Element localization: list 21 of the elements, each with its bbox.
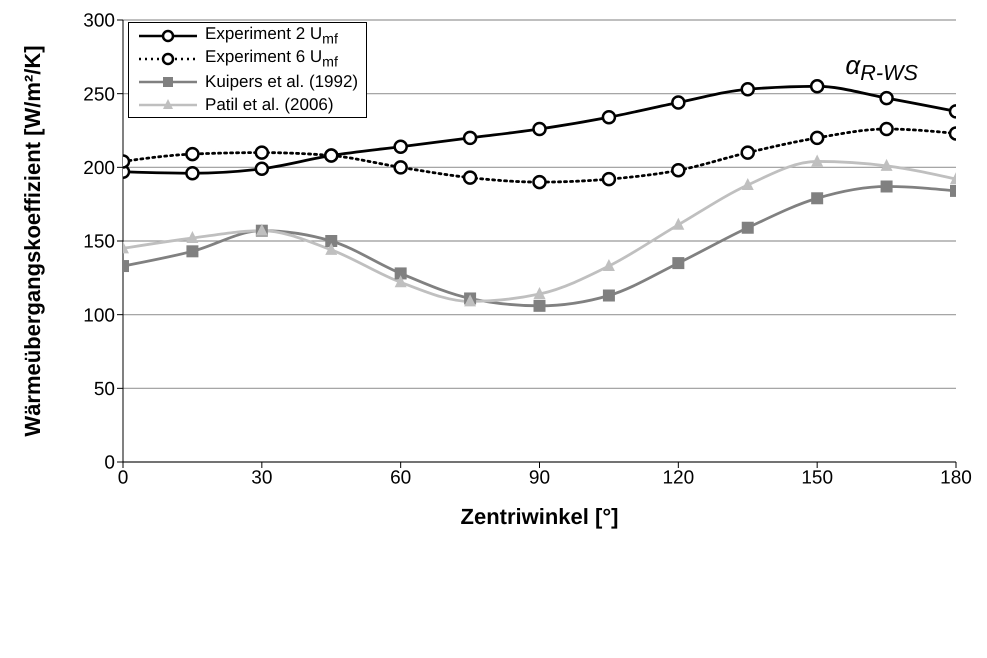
x-axis-title: Zentriwinkel [°] (460, 504, 618, 529)
legend-label: Patil et al. (2006) (205, 94, 334, 114)
y-axis-title: Wärmeübergangskoeffizient [W/m²/K] (20, 45, 45, 437)
y-tick-label: 300 (83, 10, 115, 32)
x-tick-label: 120 (662, 467, 694, 488)
y-tick-label: 200 (83, 158, 115, 180)
y-tick-label: 100 (83, 305, 115, 326)
y-tick-label: 50 (94, 379, 115, 400)
legend-label: Experiment 2 U$_{mf}$ (205, 24, 338, 48)
legend-label: Kuipers et al. (1992) (205, 72, 358, 92)
y-tick-label: 150 (83, 232, 115, 253)
x-tick-label: 0 (118, 467, 128, 488)
y-tick-label: 250 (83, 84, 115, 106)
x-tick-label: 180 (940, 467, 972, 488)
x-tick-label: 60 (390, 467, 412, 488)
legend-label: Experiment 6 U$_{mf}$ (205, 46, 338, 70)
x-tick-label: 30 (251, 467, 272, 488)
y-tick-label: 0 (104, 452, 115, 474)
annotation: α$_{R-WS}$ (845, 50, 918, 86)
x-tick-label: 90 (528, 467, 550, 488)
x-tick-label: 150 (801, 467, 834, 488)
